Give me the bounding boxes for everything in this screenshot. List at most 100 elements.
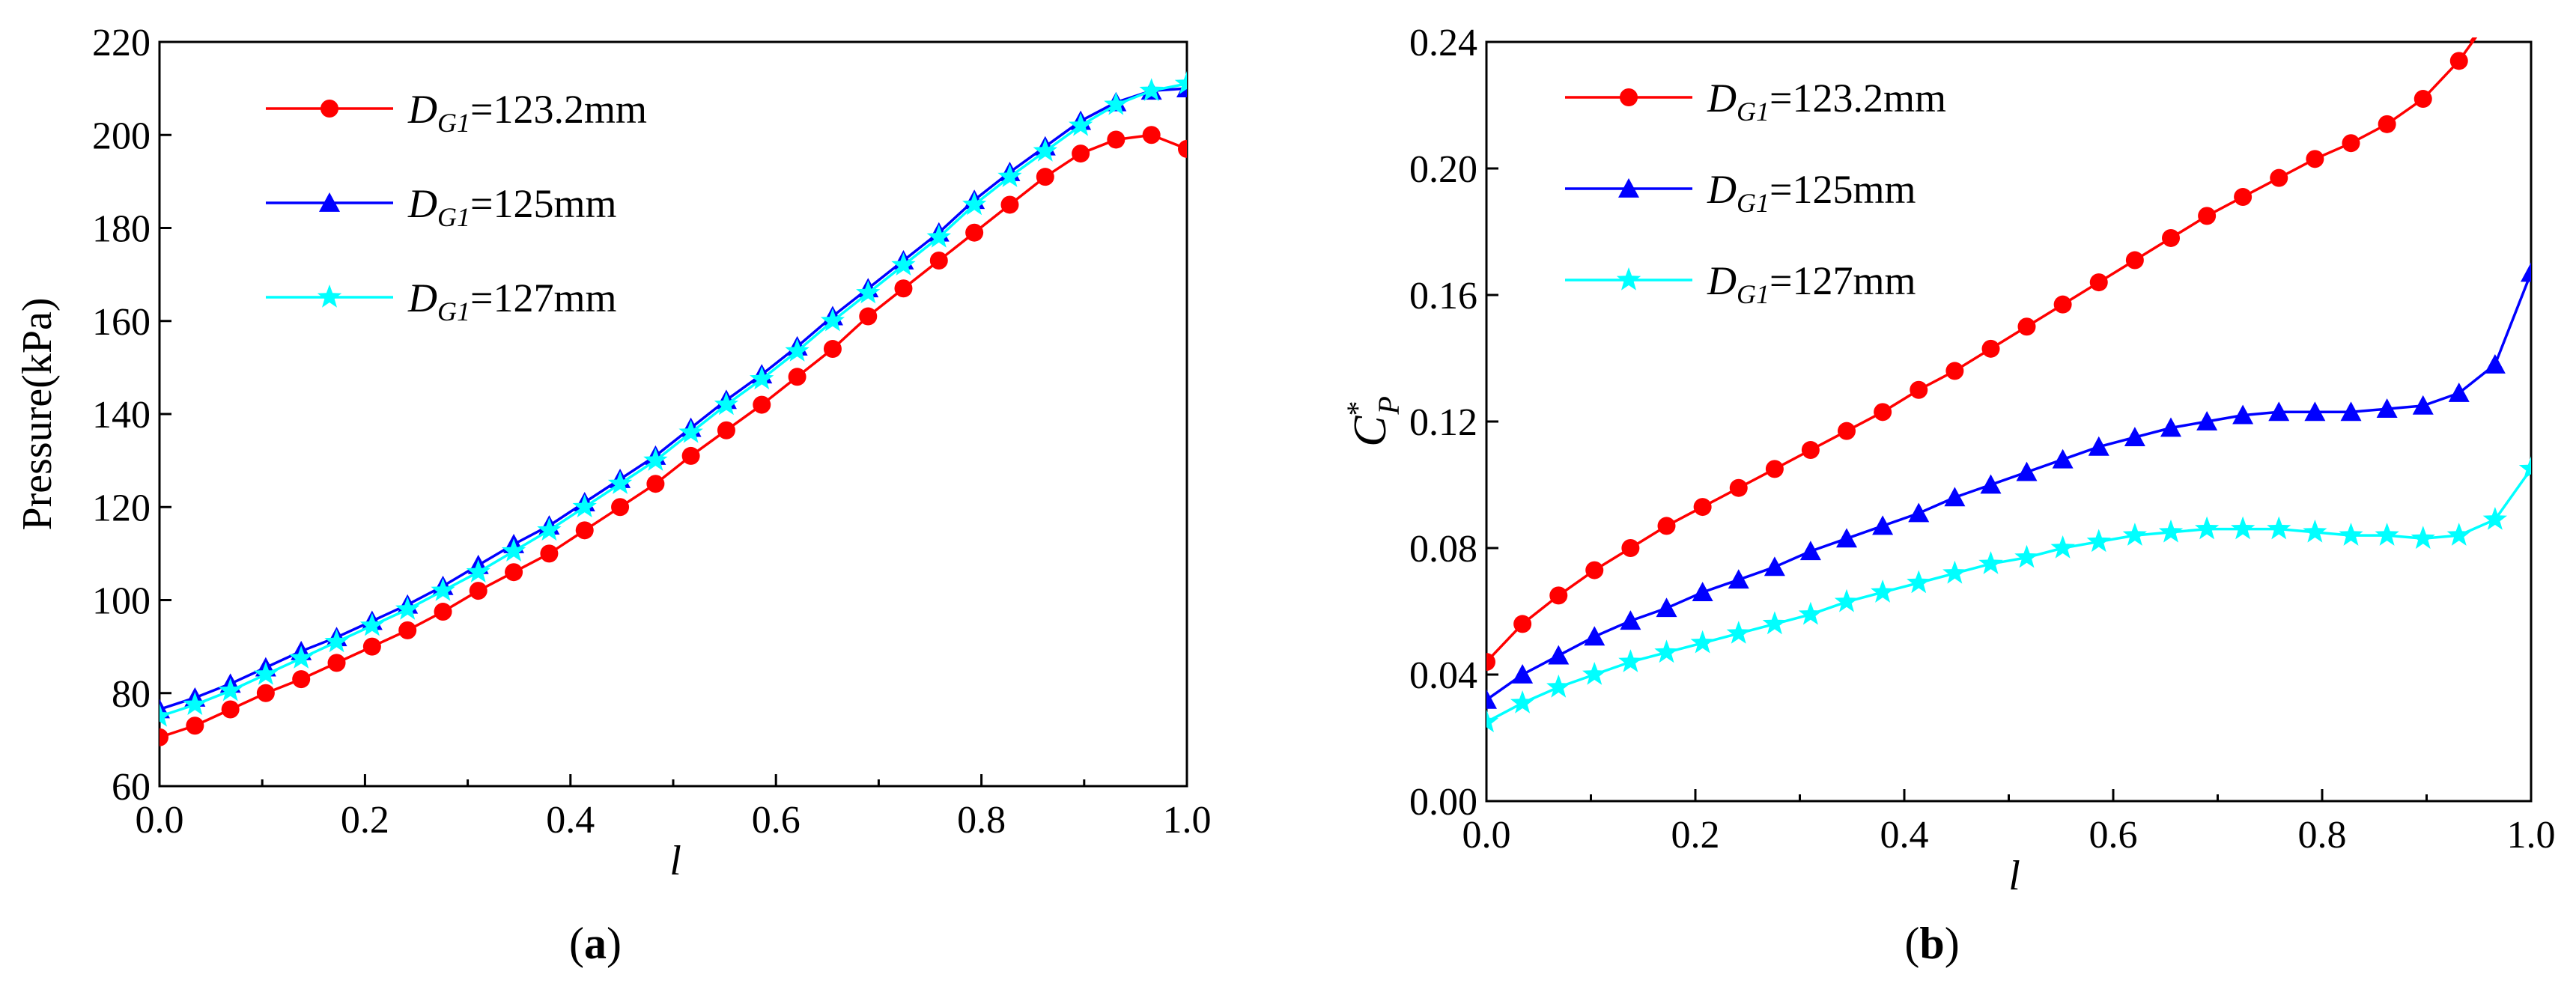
y-tick-label-b: 0.12 (1409, 401, 1477, 444)
series-line-d-g1-125mm (160, 87, 1187, 711)
data-point-d-g1-127mm (160, 703, 172, 727)
data-point-d-g1-123-2mm (221, 700, 240, 719)
data-point-d-g1-123-2mm (1107, 130, 1126, 149)
y-tick-label-a: 220 (92, 22, 151, 64)
legend-b: DG1=123.2mm DG1=125mm DG1=127mm (1565, 76, 1946, 309)
data-point-d-g1-127mm (1139, 78, 1164, 101)
legend-marker-d-g1-125mm (319, 192, 340, 212)
y-axis-title-b: C*P (1340, 396, 1406, 447)
data-point-d-g1-127mm (1798, 601, 1823, 625)
data-point-d-g1-127mm (2267, 516, 2291, 540)
data-point-d-g1-125mm (1799, 541, 1821, 561)
data-point-d-g1-127mm (537, 517, 562, 541)
data-point-d-g1-123-2mm (1693, 498, 1712, 517)
data-point-d-g1-123-2mm (1000, 195, 1019, 214)
data-point-d-g1-125mm (2088, 436, 2109, 456)
x-tick-label-b: 0.6 (2089, 814, 2138, 857)
data-point-d-g1-127mm (785, 338, 809, 362)
data-point-d-g1-127mm (431, 578, 455, 601)
y-tick-label-a: 160 (92, 301, 151, 344)
data-point-d-g1-127mm (2050, 535, 2075, 559)
x-tick-label-b: 1.0 (2507, 814, 2556, 857)
data-point-d-g1-127mm (1510, 690, 1535, 714)
data-point-d-g1-125mm (2016, 461, 2038, 481)
data-point-d-g1-123-2mm (160, 728, 168, 746)
data-point-d-g1-127mm (1546, 674, 1571, 698)
data-point-d-g1-125mm (2232, 404, 2254, 425)
x-tick-label-b: 0.2 (1671, 814, 1720, 857)
data-point-d-g1-127mm (2446, 523, 2471, 546)
panel-label-b: (b) (1904, 919, 1959, 968)
legend-marker-d-g1-123-2mm (321, 100, 338, 118)
axis-ticks-a: 0.0 0.2 0.4 0.6 0.8 1.0 60 80 100 120 140 160 180 200… (92, 22, 1212, 842)
legend-marker-d-g1-127mm (1616, 267, 1641, 290)
data-point-d-g1-123-2mm (2198, 207, 2217, 225)
x-axis-title-a: l (669, 838, 681, 884)
series-line-d-g1-127mm (1486, 468, 2531, 723)
data-point-d-g1-127mm (856, 280, 881, 304)
data-point-d-g1-127mm (466, 559, 490, 582)
data-point-d-g1-123-2mm (2270, 168, 2288, 187)
legend-label-d-g1-123-2mm: DG1=123.2mm (1707, 76, 1946, 127)
data-point-d-g1-127mm (2231, 516, 2255, 540)
data-point-d-g1-123-2mm (2306, 150, 2324, 168)
data-point-d-g1-123-2mm (2125, 251, 2144, 270)
data-point-d-g1-127mm (2122, 523, 2147, 546)
data-point-d-g1-123-2mm (681, 446, 700, 465)
data-point-d-g1-127mm (395, 596, 420, 620)
data-point-d-g1-125mm (1728, 569, 1749, 589)
data-point-d-g1-127mm (501, 538, 526, 562)
data-point-d-g1-127mm (2086, 529, 2111, 553)
data-point-d-g1-127mm (1726, 621, 1751, 644)
data-point-d-g1-125mm (2268, 401, 2290, 422)
chart-panel-b: 0.0 0.2 0.4 0.6 0.8 1.0 0.00 0.04 0.08 0.12 0.16 0.… (1340, 22, 2556, 968)
data-point-d-g1-123-2mm (2017, 317, 2036, 336)
data-point-d-g1-127mm (607, 471, 633, 494)
data-point-d-g1-127mm (1033, 139, 1057, 162)
data-point-d-g1-123-2mm (362, 637, 381, 656)
data-point-d-g1-127mm (2518, 456, 2531, 480)
data-point-d-g1-127mm (1907, 570, 1931, 594)
x-tick-label-a: 0.2 (341, 799, 389, 842)
data-point-d-g1-123-2mm (292, 670, 311, 689)
data-point-d-g1-127mm (1486, 709, 1499, 733)
data-point-d-g1-127mm (1690, 630, 1715, 654)
data-point-d-g1-127mm (997, 164, 1022, 187)
data-point-d-g1-125mm (2448, 382, 2470, 402)
data-point-d-g1-127mm (820, 308, 845, 332)
series-group-b (1486, 37, 2531, 733)
data-point-d-g1-125mm (2521, 262, 2531, 282)
data-point-d-g1-127mm (643, 448, 668, 471)
legend-marker-d-g1-123-2mm (1620, 88, 1638, 106)
x-tick-label-b: 0.0 (1462, 814, 1511, 857)
data-point-d-g1-123-2mm (1142, 126, 1161, 144)
data-point-d-g1-127mm (1834, 588, 1859, 612)
y-tick-label-b: 0.00 (1409, 781, 1477, 824)
data-point-d-g1-125mm (1764, 556, 1785, 576)
data-point-d-g1-125mm (1692, 582, 1713, 602)
data-point-d-g1-123-2mm (1765, 460, 1784, 478)
data-point-d-g1-127mm (359, 612, 384, 636)
data-point-d-g1-127mm (2411, 526, 2435, 550)
legend-marker-d-g1-127mm (317, 285, 342, 308)
data-point-d-g1-127mm (289, 645, 314, 669)
data-point-d-g1-123-2mm (469, 582, 487, 600)
x-tick-label-b: 0.8 (2298, 814, 2347, 857)
legend-label-d-g1-125mm: DG1=125mm (1707, 167, 1916, 218)
data-point-d-g1-127mm (926, 224, 951, 248)
data-point-d-g1-127mm (183, 692, 207, 715)
legend-label-d-g1-125mm: DG1=125mm (407, 181, 616, 232)
data-point-d-g1-125mm (1835, 528, 1857, 548)
data-point-d-g1-125mm (2304, 401, 2326, 422)
data-point-d-g1-123-2mm (1874, 403, 1892, 422)
data-point-d-g1-127mm (678, 419, 703, 443)
data-point-d-g1-127mm (572, 494, 597, 517)
y-tick-label-a: 80 (112, 673, 151, 716)
data-point-d-g1-123-2mm (823, 340, 842, 359)
data-point-d-g1-123-2mm (1486, 653, 1495, 672)
y-tick-label-b: 0.24 (1409, 22, 1477, 64)
data-point-d-g1-127mm (324, 629, 349, 653)
data-point-d-g1-125mm (1620, 610, 1641, 630)
data-point-d-g1-127mm (714, 392, 739, 416)
